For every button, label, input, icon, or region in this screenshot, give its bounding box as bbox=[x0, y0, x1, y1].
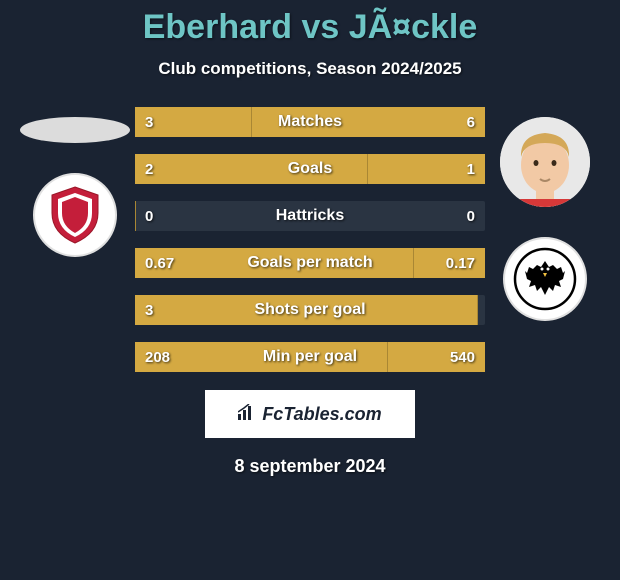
shield-icon bbox=[48, 185, 102, 245]
date-label: 8 september 2024 bbox=[234, 456, 385, 477]
face-icon bbox=[500, 117, 590, 207]
player-avatar-placeholder bbox=[20, 117, 130, 143]
main-row: Matches36Goals21Hattricks00Goals per mat… bbox=[0, 107, 620, 372]
left-club-logo bbox=[33, 173, 117, 257]
chart-icon bbox=[238, 404, 258, 425]
left-player-column bbox=[15, 107, 135, 257]
stat-bar-row: Min per goal208 540 bbox=[135, 342, 485, 372]
bar-label: Shots per goal bbox=[135, 295, 485, 325]
bar-value-left: 0 bbox=[145, 201, 153, 231]
bar-label: Hattricks bbox=[135, 201, 485, 231]
bar-value-left: 3 bbox=[145, 107, 153, 137]
stat-bar-row: Hattricks0 0 bbox=[135, 201, 485, 231]
bar-value-right: 6 bbox=[467, 107, 475, 137]
eagle-icon bbox=[513, 247, 577, 311]
bar-label: Goals per match bbox=[135, 248, 485, 278]
page-subtitle: Club competitions, Season 2024/2025 bbox=[158, 59, 461, 79]
stat-bar-row: Goals2 1 bbox=[135, 154, 485, 184]
right-player-column bbox=[485, 107, 605, 321]
stat-bars: Matches36Goals21Hattricks00Goals per mat… bbox=[135, 107, 485, 372]
brand-text: FcTables.com bbox=[262, 404, 381, 425]
stat-bar-row: Matches3 6 bbox=[135, 107, 485, 137]
bar-value-right: 1 bbox=[467, 154, 475, 184]
bar-value-left: 208 bbox=[145, 342, 170, 372]
right-club-logo bbox=[503, 237, 587, 321]
bar-value-left: 0.67 bbox=[145, 248, 174, 278]
bar-value-right: 0 bbox=[467, 201, 475, 231]
stat-bar-row: Shots per goal3 bbox=[135, 295, 485, 325]
comparison-card: Eberhard vs JÃ¤ckle Club competitions, S… bbox=[0, 0, 620, 580]
bar-value-left: 2 bbox=[145, 154, 153, 184]
page-title: Eberhard vs JÃ¤ckle bbox=[143, 8, 478, 47]
bar-label: Matches bbox=[135, 107, 485, 137]
player-avatar bbox=[500, 117, 590, 207]
bar-value-right: 540 bbox=[450, 342, 475, 372]
stat-bar-row: Goals per match0.67 0.17 bbox=[135, 248, 485, 278]
brand-badge: FcTables.com bbox=[205, 390, 415, 438]
bar-value-left: 3 bbox=[145, 295, 153, 325]
bar-label: Min per goal bbox=[135, 342, 485, 372]
bar-label: Goals bbox=[135, 154, 485, 184]
bar-value-right: 0.17 bbox=[446, 248, 475, 278]
